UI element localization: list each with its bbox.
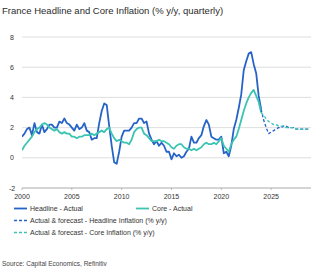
legend-swatch: [14, 208, 27, 210]
series-line: [22, 52, 261, 164]
x-tick-label: 2000: [14, 193, 30, 200]
grid-line: [22, 188, 311, 189]
series-line: [261, 113, 308, 130]
x-tick-label: 2010: [114, 193, 130, 200]
legend-label: Actual & forecast - Headline Inflation (…: [30, 217, 167, 225]
grid-line: [22, 97, 311, 98]
title: France Headline and Core Inflation (% y/…: [2, 5, 223, 16]
legend-swatch: [14, 220, 27, 221]
y-tick-label: -2: [9, 185, 15, 192]
series-line: [261, 109, 308, 133]
legend-label: Core - Actual: [152, 205, 193, 212]
x-tick-label: 2005: [64, 193, 80, 200]
y-tick-label: 2: [10, 124, 14, 131]
plot-area: [22, 52, 309, 164]
x-tick-label: 2020: [214, 193, 230, 200]
legend-label: Actual & forecast - Core Inflation (% y/…: [30, 229, 155, 237]
chart: France Headline and Core Inflation (% y/…: [0, 0, 325, 273]
x-tick-label: 2015: [164, 193, 180, 200]
y-tick-label: 8: [10, 34, 14, 41]
grid-line: [22, 127, 311, 128]
x-tick-label: 2025: [263, 193, 279, 200]
grid-line: [22, 157, 311, 158]
grid-line: [22, 37, 311, 38]
grid-line: [22, 67, 311, 68]
legend-label: Headline - Actual: [30, 205, 83, 212]
source: Source: Capital Economics, Refinitiv: [2, 260, 108, 268]
legend-swatch: [136, 208, 149, 210]
y-tick-label: 4: [10, 94, 14, 101]
y-tick-label: 0: [10, 154, 14, 161]
x-axis: [22, 188, 311, 189]
legend-swatch: [14, 232, 27, 233]
series-line: [22, 90, 261, 152]
y-tick-label: 6: [10, 64, 14, 71]
